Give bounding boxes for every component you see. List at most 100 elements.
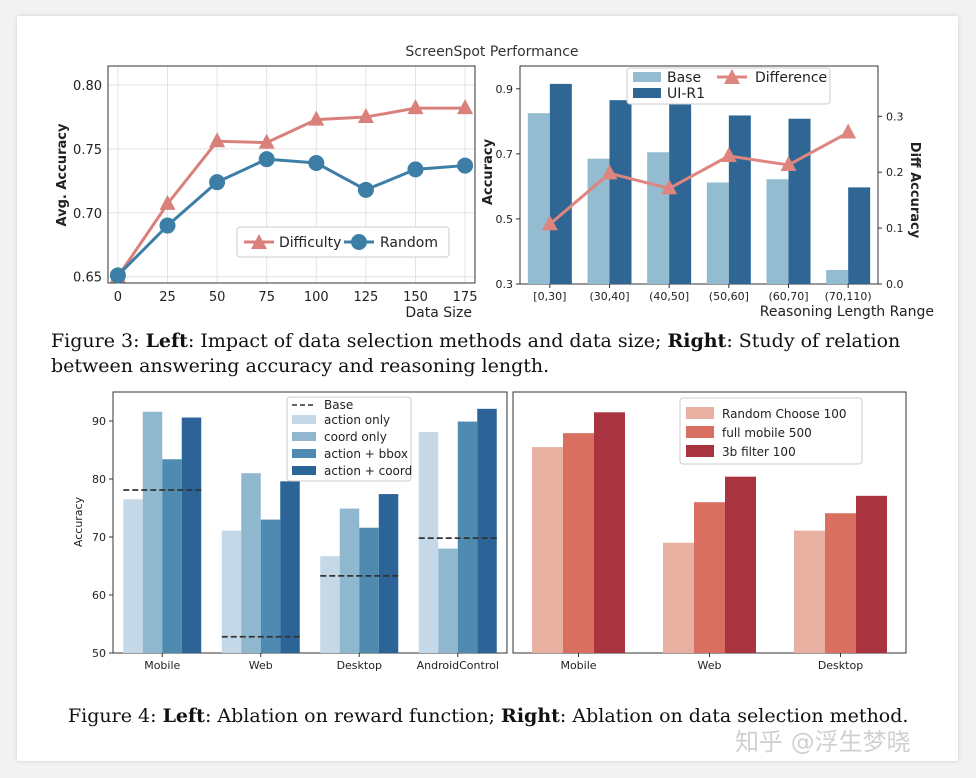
y-tick-label: 80 bbox=[92, 473, 106, 486]
x-tick-label: Mobile bbox=[560, 659, 596, 672]
x-axis-label: Reasoning Length Range bbox=[760, 304, 934, 320]
bar-action-only bbox=[320, 556, 340, 653]
legend-difference: Difference bbox=[755, 70, 827, 86]
bar-random-choose-100 bbox=[532, 447, 563, 653]
plot-frame bbox=[112, 391, 508, 654]
bar-base bbox=[826, 270, 849, 284]
legend-action-bbox: action + bbox bbox=[324, 447, 408, 461]
y-tick-label: 0.65 bbox=[73, 271, 102, 286]
point-random bbox=[159, 217, 176, 234]
bar-base bbox=[766, 179, 789, 284]
bar-ui-r1 bbox=[609, 100, 632, 284]
legend: Random Choose 100 full mobile 500 3b fil… bbox=[679, 397, 863, 465]
difference-legend-marker bbox=[724, 69, 740, 84]
x-tick-label: 125 bbox=[353, 290, 378, 305]
bars bbox=[532, 412, 887, 653]
bar-action-bbox bbox=[162, 459, 182, 653]
x-tick-label: 175 bbox=[453, 290, 478, 305]
x-tick-label: AndroidControl bbox=[417, 659, 499, 672]
legend-base: Base bbox=[324, 398, 353, 412]
bar-action-coord bbox=[378, 494, 399, 653]
legend-difficulty: Difficulty bbox=[279, 235, 341, 251]
bar-3b-filter-100 bbox=[725, 476, 756, 653]
x-tick-label: (60,70] bbox=[768, 290, 808, 303]
bar-random-choose-100 bbox=[663, 542, 694, 653]
legend: Base action only coord only action + bbo… bbox=[286, 396, 412, 482]
bar-base bbox=[587, 158, 610, 284]
x-tick-label: (70,110) bbox=[825, 290, 872, 303]
legend-action-coord: action + coord bbox=[324, 464, 412, 478]
legend-uir1-swatch bbox=[633, 88, 661, 98]
point-random bbox=[457, 157, 474, 174]
x-tick-label: [0,30] bbox=[533, 290, 566, 303]
y-right-tick-label: 0.3 bbox=[886, 110, 904, 123]
ticks: [0,30] (30,40] (40,50] (50,60] (60,70] (70,11… bbox=[496, 83, 904, 303]
y-tick-label: 0.3 bbox=[496, 278, 514, 291]
point-random bbox=[258, 151, 275, 168]
bar-ui-r1 bbox=[788, 118, 811, 284]
y-tick-label: 90 bbox=[92, 415, 106, 428]
difference-point bbox=[720, 146, 737, 162]
legend-base-swatch bbox=[633, 72, 661, 82]
bar-action-only bbox=[123, 499, 143, 653]
bar-full-mobile-500 bbox=[694, 502, 725, 653]
bar-ui-r1 bbox=[848, 187, 871, 284]
ticks: 0 25 50 75 100 125 150 175 0.65 0.70 0.75 0.80 bbox=[73, 79, 477, 305]
x-axis-label: Data Size bbox=[405, 305, 472, 321]
difficulty-legend-marker bbox=[251, 234, 267, 249]
point-difficulty bbox=[159, 194, 176, 210]
difference-point bbox=[541, 215, 558, 231]
x-tick-label: (40,50] bbox=[649, 290, 689, 303]
legend-full-mobile: full mobile 500 bbox=[722, 426, 812, 440]
x-tick-label: (30,40] bbox=[589, 290, 629, 303]
x-tick-label: Mobile bbox=[144, 659, 180, 672]
bar-ui-r1 bbox=[669, 103, 692, 284]
legend: Difficulty Random bbox=[236, 226, 450, 258]
bar-random-choose-100 bbox=[794, 530, 825, 653]
plot-frame bbox=[107, 65, 476, 284]
x-tick-label: 0 bbox=[114, 290, 122, 305]
point-random bbox=[209, 174, 226, 191]
point-difficulty bbox=[308, 110, 325, 126]
y-tick-label: 0.75 bbox=[73, 143, 102, 158]
x-tick-label: 50 bbox=[209, 290, 226, 305]
y-tick-label: 0.9 bbox=[496, 83, 514, 96]
watermark: 知乎 @浮生梦晓 bbox=[735, 728, 911, 756]
x-tick-label: 100 bbox=[304, 290, 329, 305]
bars bbox=[123, 408, 497, 653]
y-axis-right-label: Diff Accuracy bbox=[907, 142, 922, 239]
bar-coord-only bbox=[339, 508, 360, 653]
y-right-tick-label: 0.0 bbox=[886, 278, 904, 291]
legend: Base UI-R1 Difference bbox=[626, 67, 831, 105]
y-tick-label: 0.7 bbox=[496, 148, 514, 161]
y-right-tick-label: 0.2 bbox=[886, 166, 904, 179]
bar-coord-only bbox=[142, 411, 163, 653]
bar-3b-filter-100 bbox=[856, 495, 887, 653]
series-line-difficulty bbox=[116, 106, 466, 278]
difference-point bbox=[601, 164, 618, 180]
legend-coord-only: coord only bbox=[324, 430, 387, 444]
bar-action-only bbox=[418, 432, 439, 653]
point-difficulty bbox=[407, 99, 424, 115]
point-random bbox=[407, 161, 424, 178]
plot-frame bbox=[519, 65, 879, 285]
point-random bbox=[109, 267, 126, 284]
series bbox=[109, 99, 474, 284]
legend-uir1: UI-R1 bbox=[667, 86, 705, 102]
y-tick-label: 0.70 bbox=[73, 207, 102, 222]
legend-random: Random bbox=[380, 235, 438, 251]
bar-coord-only bbox=[241, 473, 261, 653]
legend-random-choose: Random Choose 100 bbox=[722, 407, 847, 421]
figure3-caption-line1: Figure 3: Left: Impact of data selection… bbox=[51, 330, 901, 352]
bar-ui-r1 bbox=[549, 83, 572, 284]
figure3-caption: Figure 3: Left: Impact of data selection… bbox=[51, 329, 900, 379]
x-tick-label: Desktop bbox=[337, 659, 382, 672]
y-axis-label: Accuracy bbox=[481, 138, 496, 205]
series-line-random bbox=[116, 157, 466, 277]
difference-point bbox=[840, 123, 857, 139]
difference-polyline bbox=[548, 131, 849, 226]
y-tick-label: 0.80 bbox=[73, 79, 102, 94]
y-tick-label: 50 bbox=[92, 647, 106, 660]
